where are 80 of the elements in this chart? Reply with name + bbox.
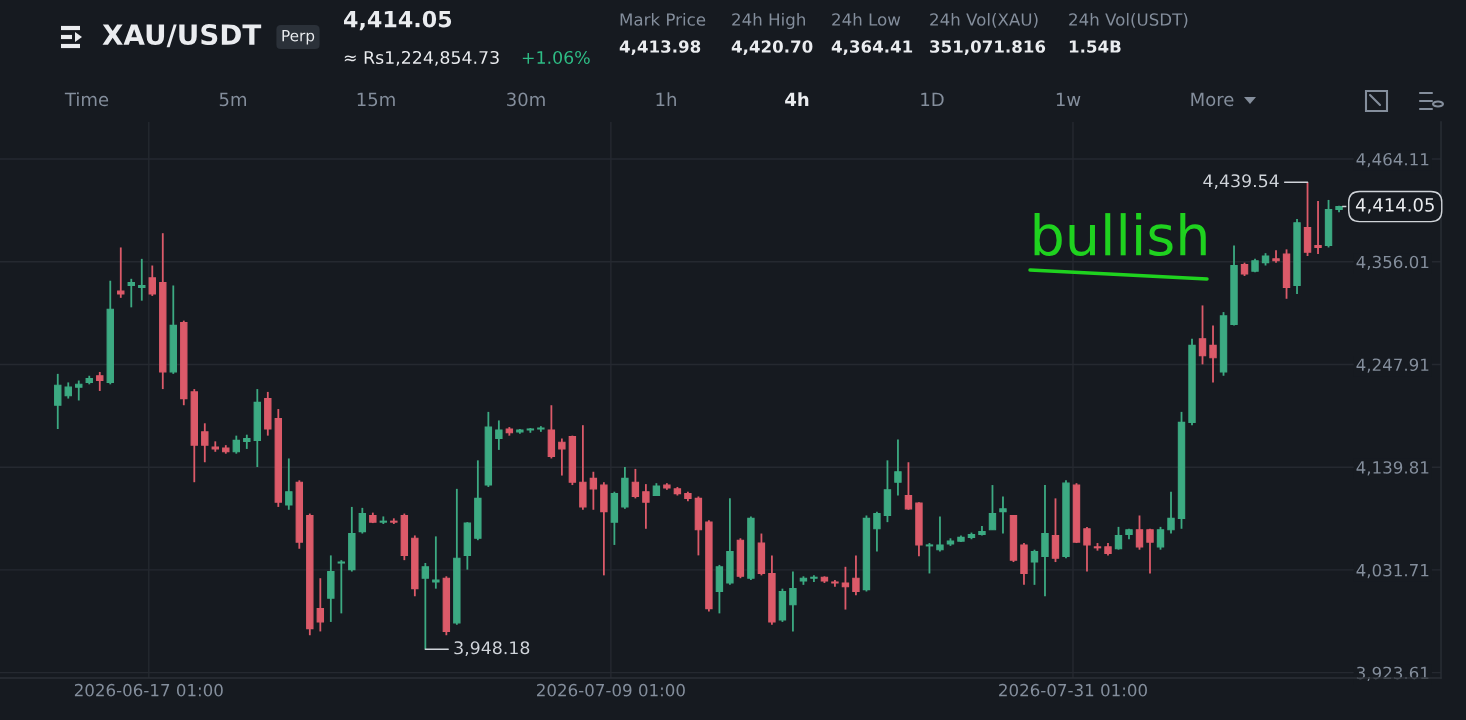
text: 24h Low: [832, 12, 901, 26]
candlestick: [589, 470, 598, 511]
text: 24h Vol(XAU): [930, 12, 1038, 28]
x-tick-label: 2026-06-17 01:00: [74, 683, 223, 697]
y-tick-label: 3,923.61: [1356, 666, 1429, 681]
text: +1.06%: [522, 50, 590, 65]
text: More: [1191, 92, 1234, 107]
candlestick: [117, 246, 125, 299]
candlestick: [316, 577, 325, 633]
text: 1.54B: [1069, 40, 1121, 53]
candlestick: [1314, 199, 1322, 256]
candlestick: [789, 570, 797, 633]
chart-title: XAU/USDT: [102, 24, 262, 48]
candlestick: [138, 257, 146, 302]
candlestick: [558, 437, 566, 477]
text: Time: [64, 92, 109, 107]
candlestick: [1209, 324, 1217, 384]
candlestick: [1272, 249, 1280, 264]
candlestick: [999, 495, 1007, 535]
candlestick: [936, 515, 944, 553]
candlestick: [54, 372, 62, 430]
candlestick: [1051, 497, 1060, 563]
text: 4,414.05: [344, 10, 452, 31]
ref-line-label: 4,414.05: [1355, 198, 1434, 214]
text: 15m: [357, 92, 395, 107]
candlestick: [873, 510, 881, 553]
candlestick: [1041, 484, 1049, 598]
candlestick: [421, 562, 430, 651]
text: 351,071.816: [930, 40, 1046, 55]
text: ≈ Rs1,224,854.73: [344, 50, 499, 66]
candlestick: [337, 559, 346, 615]
candlestick: [1083, 525, 1091, 573]
text: 24h Vol(USDT): [1069, 12, 1188, 28]
candlestick: [127, 277, 135, 309]
candlestick: [1167, 490, 1175, 535]
y-tick-label: 4,356.01: [1356, 255, 1429, 270]
candlestick: [631, 468, 640, 500]
candlestick: [1030, 548, 1039, 586]
candlestick: [1146, 527, 1154, 575]
candlestick: [988, 484, 997, 531]
y-tick-label: 4,464.11: [1356, 152, 1429, 168]
text: 24h High: [732, 12, 805, 30]
candlestick: [432, 535, 440, 590]
text: 1h: [656, 92, 676, 106]
candlestick: [904, 461, 913, 511]
annotation: 4,439.54: [1203, 174, 1279, 190]
y-tick-label: 4,139.81: [1356, 461, 1429, 476]
candlestick: [1135, 514, 1144, 551]
text: 1w: [1056, 92, 1081, 106]
text: Mark Price: [620, 12, 706, 26]
text: 4,420.70: [731, 40, 813, 55]
text: 30m: [507, 92, 545, 107]
candlestick: [841, 565, 850, 611]
candlestick: [925, 542, 934, 575]
candlestick: [75, 379, 83, 402]
candlestick: [495, 419, 503, 451]
candlestick: [201, 422, 209, 464]
candlestick: [1198, 304, 1207, 366]
text: 1D: [921, 92, 944, 106]
y-tick-label: 4,247.91: [1356, 358, 1429, 373]
text: 4,364.41: [831, 40, 913, 55]
x-tick-label: 2026-07-09 01:00: [537, 683, 685, 697]
y-tick-label: 4,031.71: [1356, 563, 1429, 579]
candlestick: [96, 371, 104, 392]
candlestick: [358, 506, 367, 535]
candlestick: [852, 554, 860, 597]
x-tick-label: 2026-07-31 01:00: [999, 683, 1147, 697]
chart-subtitle: Perp: [282, 30, 315, 45]
text: 4h: [785, 92, 809, 106]
candlestick: [894, 438, 902, 497]
candlestick: [1114, 525, 1123, 551]
candlestick: [148, 264, 156, 297]
candlestick: [285, 457, 293, 511]
text: 5m: [219, 92, 247, 107]
text: 4,413.98: [619, 40, 701, 55]
candlestick: [642, 483, 650, 530]
candlestick: [232, 434, 241, 455]
candlestick: [1156, 525, 1165, 551]
annotation: bullish: [1034, 213, 1206, 257]
annotation: 3,948.18: [454, 641, 530, 657]
